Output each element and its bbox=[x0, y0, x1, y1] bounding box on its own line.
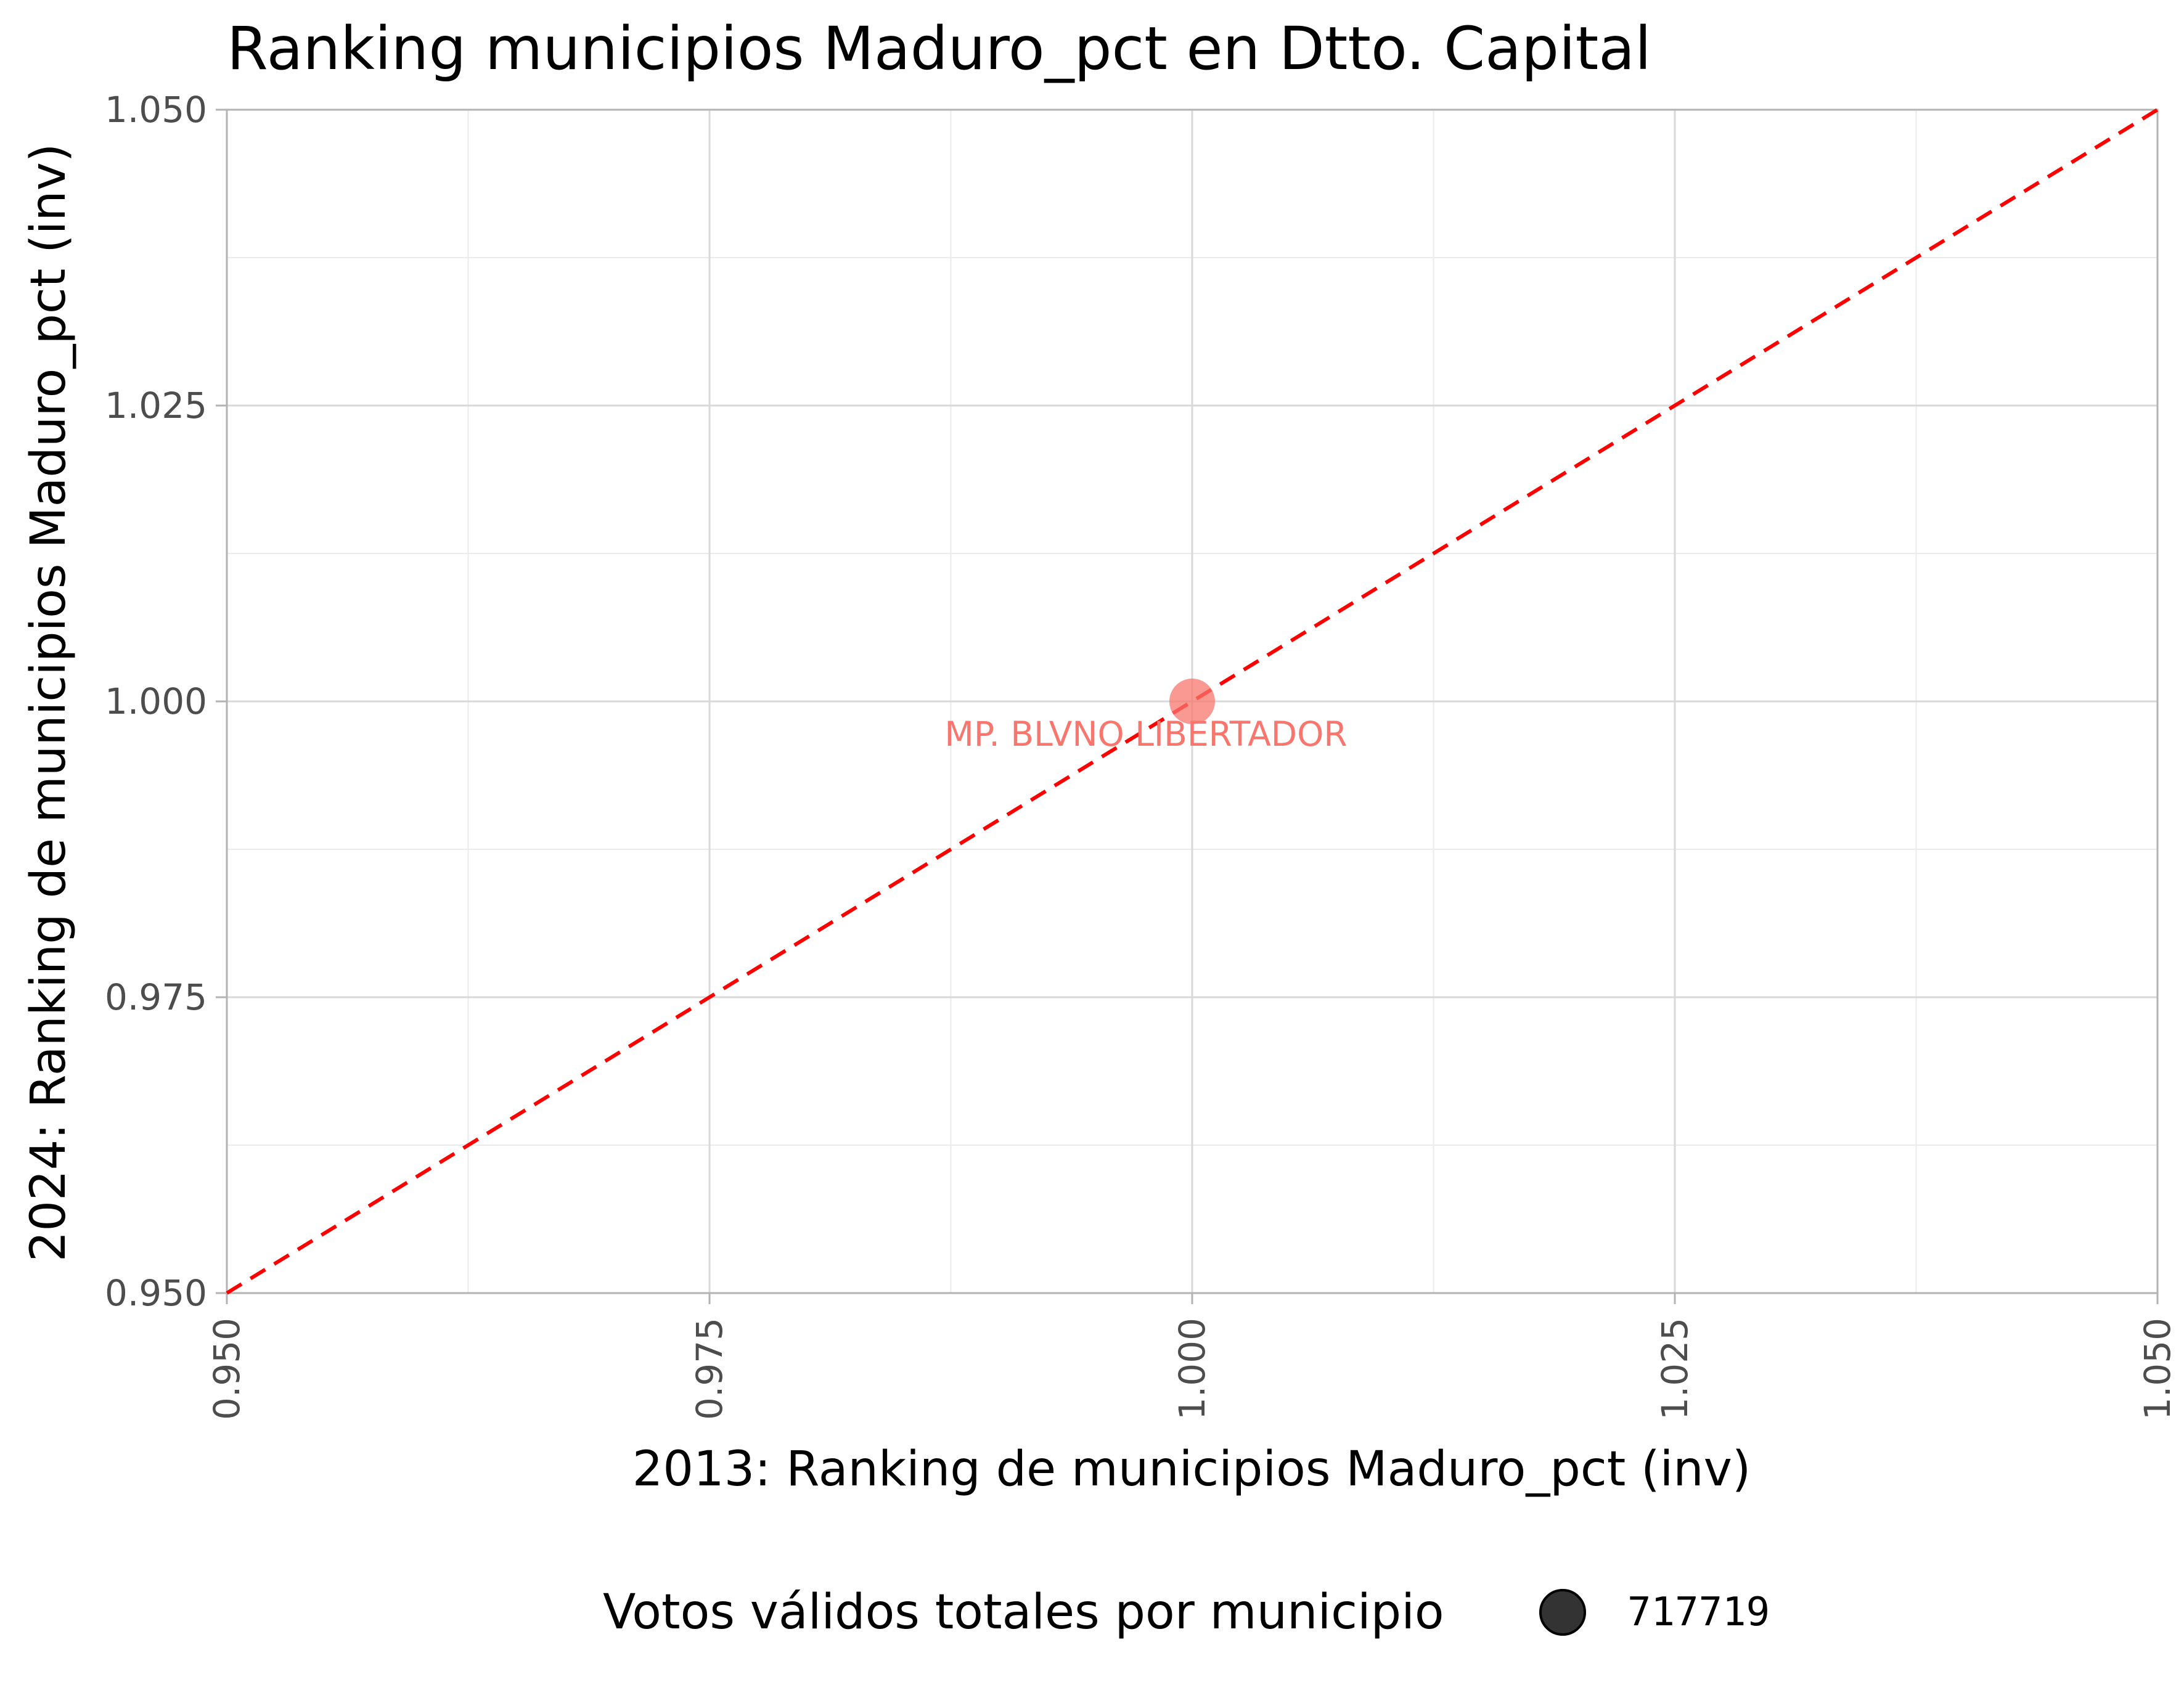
y-axis-label: 2024: Ranking de municipios Maduro_pct (… bbox=[21, 144, 76, 1262]
legend-title: Votos válidos totales por municipio bbox=[603, 1585, 1444, 1640]
data-point bbox=[1169, 679, 1215, 724]
data-point-label: MP. BLVNO LIBERTADOR bbox=[944, 714, 1347, 754]
y-tick-label: 1.050 bbox=[105, 89, 207, 131]
x-tick-label: 0.975 bbox=[689, 1318, 730, 1420]
y-tick-label: 0.975 bbox=[105, 976, 207, 1018]
x-tick-label: 1.025 bbox=[1654, 1318, 1696, 1420]
x-tick-label: 0.950 bbox=[206, 1318, 248, 1420]
y-tick-label: 1.000 bbox=[105, 680, 207, 722]
data-points: MP. BLVNO LIBERTADOR bbox=[944, 679, 1348, 754]
x-axis-label: 2013: Ranking de municipios Maduro_pct (… bbox=[632, 1442, 1751, 1497]
legend: Votos válidos totales por municipio 7177… bbox=[603, 1585, 1770, 1640]
legend-size-key bbox=[1539, 1589, 1586, 1636]
identity-reference-line bbox=[226, 108, 2159, 1295]
x-tick-label: 1.050 bbox=[2137, 1318, 2178, 1420]
chart-title: Ranking municipios Maduro_pct en Dtto. C… bbox=[227, 14, 1651, 83]
axis-ticks: 0.950 0.975 1.000 1.025 1.050 0.950 0.975 1.000… bbox=[105, 89, 2178, 1420]
x-tick-label: 1.000 bbox=[1171, 1318, 1213, 1420]
legend-entry-value: 717719 bbox=[1627, 1590, 1770, 1635]
y-tick-label: 1.025 bbox=[105, 385, 207, 427]
y-tick-label: 0.950 bbox=[105, 1272, 207, 1314]
